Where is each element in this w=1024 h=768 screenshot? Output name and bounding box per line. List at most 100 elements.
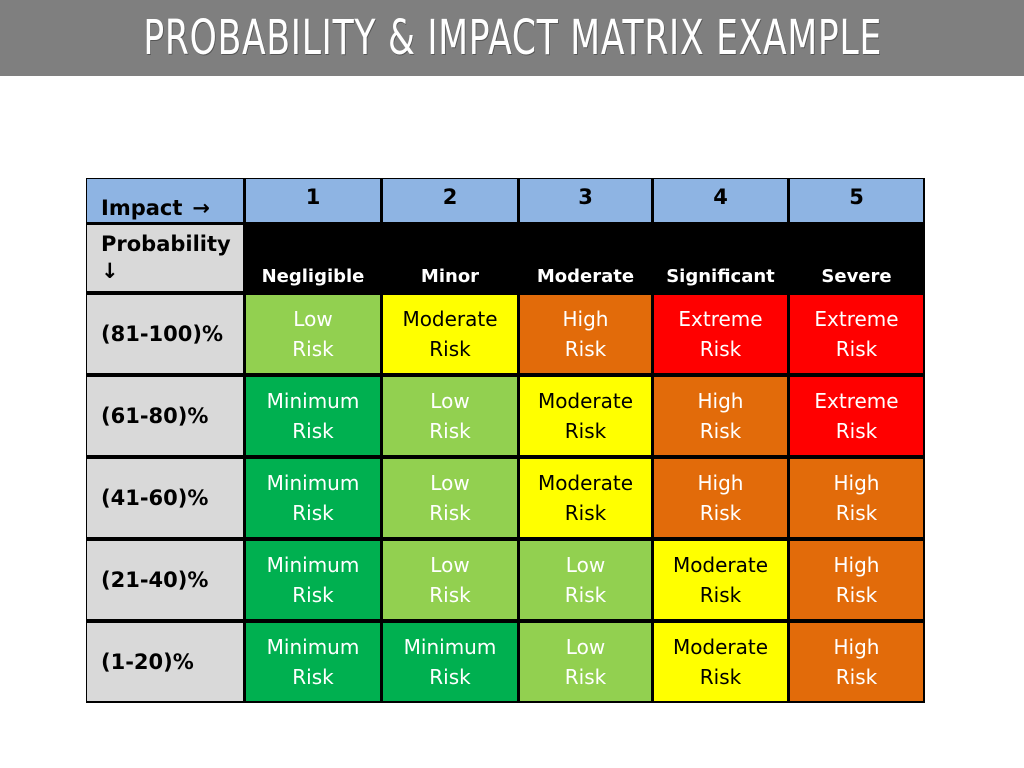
risk-level-text: High [697,471,744,495]
risk-suffix-text: Risk [699,665,742,689]
risk-level-text: Minimum [266,389,360,413]
risk-suffix-text: Risk [699,419,742,443]
risk-cell-moderate: Moderate Risk [654,623,787,701]
severity-header-cell: Negligible [246,225,380,291]
risk-level-text: Minimum [266,471,360,495]
risk-cell-extreme: Extreme Risk [790,295,923,373]
risk-suffix-text: Risk [699,583,742,607]
risk-suffix-text: Risk [564,583,607,607]
risk-cell-high: High Risk [790,541,923,619]
severity-label: Negligible [261,266,365,287]
impact-number: 4 [713,185,728,209]
probability-impact-matrix: Impact → Probability ↓ 1 2 3 4 5 Negligible Mi… [86,178,925,703]
risk-suffix-text: Risk [292,583,334,607]
impact-label: Impact [101,196,183,220]
down-arrow-icon: ↓ [101,259,119,284]
probability-row-label: (1-20)% [87,623,243,701]
risk-cell-low: Low Risk [383,541,517,619]
risk-suffix-text: Risk [429,337,471,361]
severity-label: Minor [420,266,480,287]
risk-cell-extreme: Extreme Risk [654,295,787,373]
risk-suffix-text: Risk [292,337,334,361]
risk-suffix-text: Risk [699,501,742,525]
risk-cell-minimum: Minimum Risk [383,623,517,701]
risk-level-text: High [833,471,880,495]
impact-number: 1 [305,185,321,209]
risk-level-text: Low [430,471,470,495]
right-arrow-icon: → [192,196,210,220]
risk-suffix-text: Risk [699,337,742,361]
severity-header-cell: Significant [654,225,787,291]
risk-cell-extreme: Extreme Risk [790,377,923,455]
risk-level-text: Moderate [672,553,769,577]
impact-number-cell: 2 [383,179,517,222]
probability-range: (61-80)% [101,404,209,428]
severity-label: Significant [666,266,775,287]
severity-header-cell: Minor [383,225,517,291]
risk-suffix-text: Risk [835,583,878,607]
probability-range: (41-60)% [101,486,209,510]
risk-cell-moderate: Moderate Risk [520,377,651,455]
risk-level-text: Moderate [537,471,634,495]
slide-title: PROBABILITY & IMPACT MATRIX EXAMPLE [143,10,883,66]
risk-suffix-text: Risk [835,419,878,443]
probability-row-label: (41-60)% [87,459,243,537]
risk-level-text: Low [430,553,470,577]
risk-suffix-text: Risk [564,665,607,689]
title-bar [0,0,1024,76]
risk-cell-moderate: Moderate Risk [520,459,651,537]
risk-suffix-text: Risk [429,501,471,525]
risk-level-text: Minimum [266,635,360,659]
probability-range: (1-20)% [101,650,194,674]
risk-suffix-text: Risk [429,419,471,443]
risk-cell-minimum: Minimum Risk [246,459,380,537]
impact-number: 3 [578,185,593,209]
risk-cell-high: High Risk [654,459,787,537]
risk-suffix-text: Risk [835,665,878,689]
risk-cell-low: Low Risk [383,459,517,537]
risk-cell-high: High Risk [790,459,923,537]
impact-header-cell: Impact → [87,179,243,222]
risk-level-text: Low [565,553,606,577]
risk-suffix-text: Risk [429,583,471,607]
risk-cell-minimum: Minimum Risk [246,541,380,619]
risk-cell-low: Low Risk [246,295,380,373]
risk-cell-moderate: Moderate Risk [654,541,787,619]
risk-level-text: High [833,635,880,659]
risk-level-text: Low [430,389,470,413]
risk-cell-high: High Risk [654,377,787,455]
risk-suffix-text: Risk [835,501,878,525]
probability-row-label: (61-80)% [87,377,243,455]
risk-cell-minimum: Minimum Risk [246,623,380,701]
risk-cell-low: Low Risk [520,541,651,619]
risk-level-text: Extreme [814,389,899,413]
impact-number-cell: 4 [654,179,787,222]
severity-header-cell: Severe [790,225,923,291]
impact-number-cell: 3 [520,179,651,222]
probability-range: (81-100)% [101,322,224,346]
severity-label: Severe [821,266,892,287]
risk-level-text: Low [293,307,333,331]
risk-level-text: Minimum [403,635,497,659]
risk-suffix-text: Risk [429,665,471,689]
impact-number: 2 [442,185,458,209]
impact-number-cell: 1 [246,179,380,222]
probability-header-cell: Probability ↓ [87,225,243,291]
risk-level-text: Moderate [537,389,634,413]
risk-level-text: High [562,307,609,331]
probability-row-label: (21-40)% [87,541,243,619]
risk-suffix-text: Risk [564,501,607,525]
risk-level-text: Low [565,635,606,659]
risk-level-text: Moderate [402,307,498,331]
risk-level-text: Minimum [266,553,360,577]
risk-suffix-text: Risk [564,337,607,361]
probability-range: (21-40)% [101,568,209,592]
risk-cell-moderate: Moderate Risk [383,295,517,373]
risk-level-text: Extreme [814,307,899,331]
risk-cell-low: Low Risk [520,623,651,701]
risk-suffix-text: Risk [292,665,334,689]
risk-level-text: High [697,389,744,413]
risk-suffix-text: Risk [835,337,878,361]
risk-level-text: Moderate [672,635,769,659]
severity-label: Moderate [536,266,635,287]
